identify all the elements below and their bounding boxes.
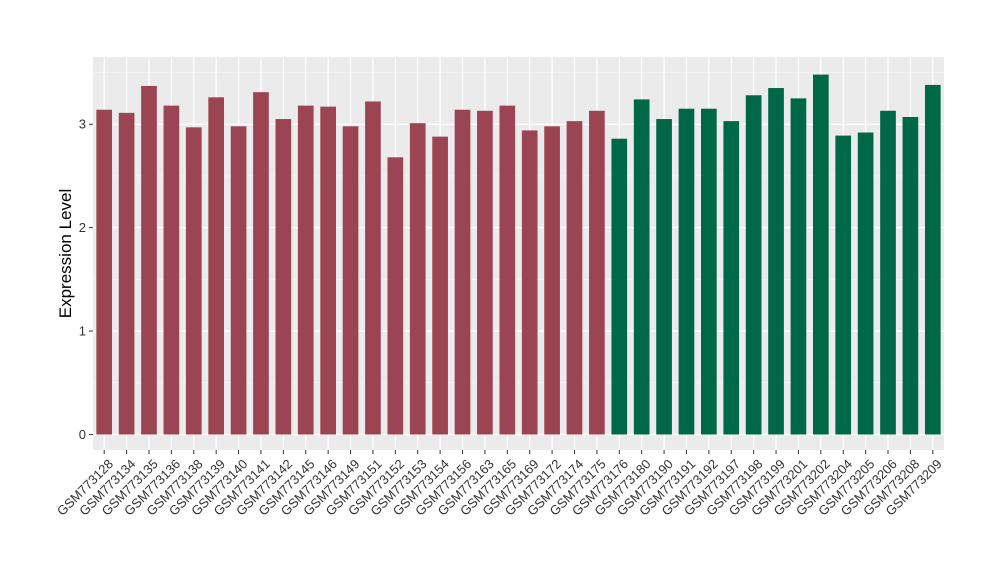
bar <box>297 105 314 435</box>
bar <box>633 99 650 435</box>
bar <box>701 108 717 435</box>
bar <box>141 85 157 435</box>
bar <box>723 121 740 435</box>
y-tick-label: 2 <box>79 220 86 235</box>
bar <box>208 97 225 435</box>
bar <box>275 119 292 435</box>
bar <box>320 106 336 435</box>
x-axis: GSM773128GSM773134GSM773135GSM773136GSM7… <box>54 450 945 519</box>
bar <box>387 157 404 435</box>
bar <box>185 127 202 435</box>
bar <box>790 98 807 435</box>
bar <box>454 109 471 435</box>
y-tick-label: 0 <box>79 427 86 442</box>
bar <box>96 109 113 435</box>
bar <box>477 110 493 435</box>
bar <box>230 126 247 435</box>
bar <box>678 108 695 435</box>
bar <box>499 105 516 435</box>
y-tick-label: 1 <box>79 324 86 339</box>
bar <box>365 101 381 435</box>
bar <box>521 130 538 435</box>
bar <box>857 132 874 435</box>
bar <box>253 92 269 435</box>
bar <box>611 138 628 435</box>
y-axis-title: Expression Level <box>56 189 75 318</box>
bar <box>835 135 852 435</box>
bar <box>163 105 180 435</box>
bar <box>589 110 605 435</box>
y-axis: 0 1 2 3 <box>79 117 93 442</box>
bar <box>409 123 426 435</box>
bar <box>812 74 829 435</box>
bar <box>745 95 762 435</box>
bar <box>924 84 941 435</box>
bar <box>342 126 359 435</box>
bar <box>544 126 560 435</box>
y-tick-label: 3 <box>79 117 86 132</box>
bar <box>902 116 919 435</box>
bar <box>768 88 784 435</box>
bar <box>118 112 135 435</box>
bar <box>432 136 448 435</box>
bar <box>880 110 896 435</box>
bar <box>566 121 583 435</box>
bar <box>656 119 672 435</box>
bars-group <box>96 74 941 435</box>
